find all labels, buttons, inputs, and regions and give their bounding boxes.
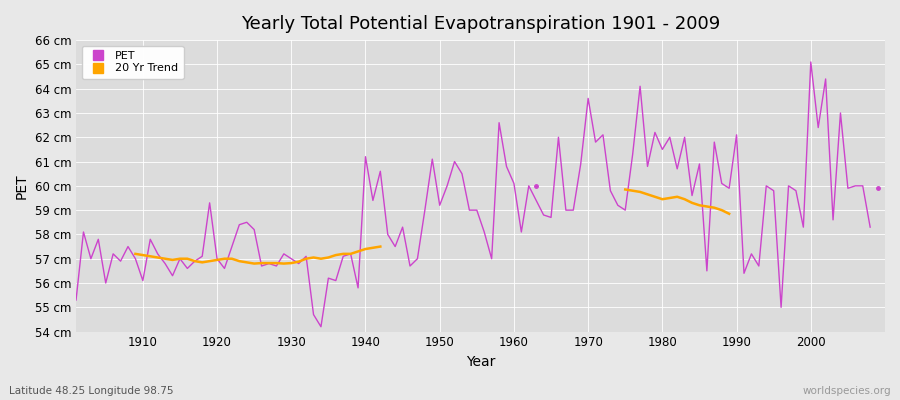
X-axis label: Year: Year <box>466 355 495 369</box>
Text: worldspecies.org: worldspecies.org <box>803 386 891 396</box>
Title: Yearly Total Potential Evapotranspiration 1901 - 2009: Yearly Total Potential Evapotranspiratio… <box>241 15 720 33</box>
Text: Latitude 48.25 Longitude 98.75: Latitude 48.25 Longitude 98.75 <box>9 386 174 396</box>
Y-axis label: PET: PET <box>15 173 29 199</box>
Legend: PET, 20 Yr Trend: PET, 20 Yr Trend <box>82 46 184 79</box>
